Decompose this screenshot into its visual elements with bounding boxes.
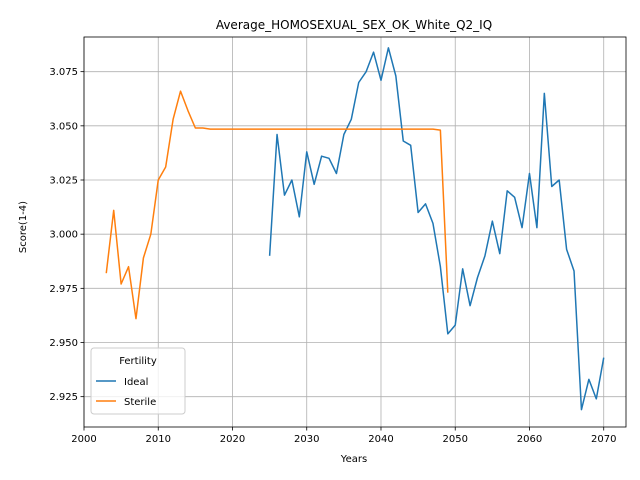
legend-title: Fertility (119, 356, 157, 367)
y-tick-label: 3.050 (49, 121, 78, 132)
x-tick-label: 2020 (220, 434, 245, 445)
x-axis-label: Years (340, 454, 367, 465)
y-tick-label: 3.075 (49, 67, 78, 78)
y-axis-label: Score(1-4) (18, 201, 29, 253)
x-tick-label: 2030 (294, 434, 319, 445)
legend-box (90, 347, 186, 415)
plot-frame (83, 36, 627, 428)
chart-title: Average_HOMOSEXUAL_SEX_OK_White_Q2_IQ (216, 18, 492, 32)
x-axis-ticks: 2000 2010 2020 2030 2040 2050 2060 2070 (71, 427, 616, 445)
legend-label-sterile: Sterile (124, 397, 156, 408)
x-tick-label: 2060 (517, 434, 542, 445)
y-tick-label: 3.025 (49, 176, 78, 187)
x-tick-label: 2000 (71, 434, 96, 445)
y-tick-label: 3.000 (49, 230, 78, 241)
legend-label-ideal: Ideal (124, 377, 148, 388)
y-tick-label: 2.975 (49, 284, 78, 295)
x-tick-label: 2050 (443, 434, 468, 445)
series-line-ideal (268, 47, 605, 411)
y-tick-label: 2.925 (49, 392, 78, 403)
series-line-sterile (105, 90, 449, 320)
x-tick-label: 2040 (368, 434, 393, 445)
grid-lines (83, 37, 626, 427)
x-tick-label: 2070 (591, 434, 616, 445)
y-tick-label: 2.950 (49, 338, 78, 349)
legend: Fertility Ideal Sterile (90, 347, 186, 415)
x-tick-label: 2010 (146, 434, 171, 445)
y-axis-ticks: 2.925 2.950 2.975 3.000 3.025 3.050 3.075 (49, 67, 84, 403)
series-lines (105, 47, 605, 411)
